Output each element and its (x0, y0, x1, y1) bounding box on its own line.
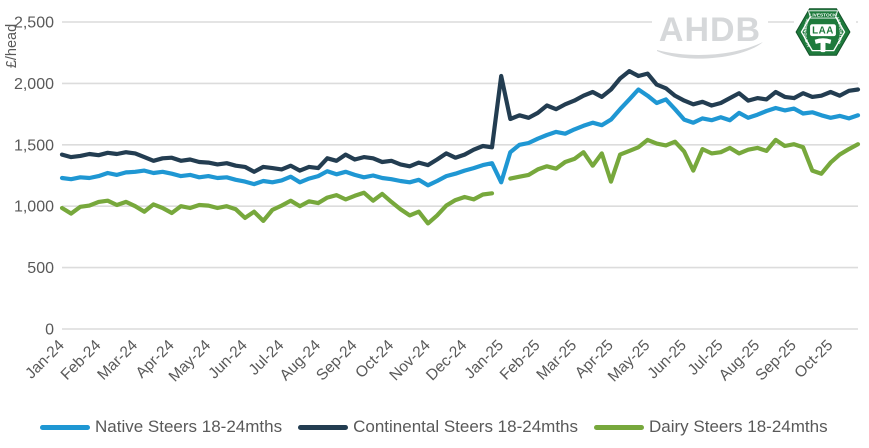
x-axis-tick-label: Oct-25 (791, 337, 836, 382)
x-axis-tick-label: Mar-24 (94, 337, 141, 384)
laa-right-curved-textpath: ASSOCIATION (835, 16, 844, 45)
laa-left-curved-text: AUCTIONEERS (802, 17, 811, 48)
y-axis-tick-label: 1,500 (14, 137, 54, 154)
series-line-dairy-steers-18-24mths (59, 137, 861, 226)
ahdb-logo-graphic: AHDB (657, 11, 763, 59)
series-lines (59, 69, 861, 226)
y-axis-title: £/head (4, 24, 20, 68)
series-line-continental-steers-18-24mths (59, 69, 861, 174)
laa-logo: LIVESTOCK AUCTIONEERS ASSOCIATION LAA (794, 2, 856, 64)
x-axis-tick-label: Jun-25 (644, 337, 690, 383)
legend-item-native-steers: Native Steers 18-24mths (40, 417, 282, 437)
x-axis-tick-label: Jun-24 (205, 337, 251, 383)
laa-logo-text: LAA (812, 26, 834, 37)
legend-label-continental-steers: Continental Steers 18-24mths (353, 417, 578, 436)
laa-gavel-handle-icon (820, 41, 826, 53)
legend-item-continental-steers: Continental Steers 18-24mths (298, 417, 578, 437)
x-axis-tick-label: Feb-24 (58, 337, 105, 384)
laa-logo-graphic: LIVESTOCK AUCTIONEERS ASSOCIATION LAA (795, 8, 851, 56)
legend: Native Steers 18-24mths Continental Stee… (0, 409, 869, 445)
ahdb-logo-text: AHDB (659, 11, 761, 49)
x-axis-tick-label: Feb-25 (497, 337, 544, 384)
laa-center-plate (810, 24, 836, 37)
legend-label-native-steers: Native Steers 18-24mths (95, 417, 283, 436)
legend-line-swatch-dairy-steers (594, 424, 644, 430)
legend-line-swatch-continental-steers (298, 424, 349, 430)
gridlines (62, 21, 858, 330)
y-axis-tick-label: 500 (27, 260, 54, 277)
laa-gavel-head-icon (814, 38, 832, 44)
laa-left-curved-textpath: AUCTIONEERS (802, 17, 811, 48)
legend-line-swatch-native-steers (40, 424, 90, 430)
x-axis-tick-label: May-25 (605, 337, 654, 386)
x-axis-tick-label: Sep-24 (313, 337, 361, 385)
ahdb-swoosh-icon (657, 42, 763, 59)
y-axis-tick-label: 0 (45, 322, 54, 339)
laa-banner-text: LIVESTOCK (809, 12, 837, 18)
ahdb-logo: AHDB (652, 6, 768, 62)
x-axis-tick-label: Sep-25 (752, 337, 799, 384)
x-axis-tick-label: May-24 (166, 337, 215, 386)
x-axis-tick-labels: Jan-24Feb-24Mar-24Apr-24May-24Jun-24Jul-… (22, 337, 836, 386)
y-axis-tick-labels: 0 500 1,000 1,500 2,000 2,500 (14, 15, 54, 339)
y-axis-tick-label: 1,000 (14, 199, 54, 216)
y-axis-tick-label: 2,000 (14, 76, 54, 93)
legend-label-dairy-steers: Dairy Steers 18-24mths (649, 417, 828, 436)
x-axis-tick-label: Mar-25 (533, 337, 580, 384)
y-axis-tick-label: 2,500 (14, 15, 54, 32)
laa-right-curved-text: ASSOCIATION (835, 16, 844, 45)
series-line-native-steers-18-24mths (59, 87, 861, 188)
laa-banner-ribbon (807, 10, 839, 19)
x-axis-tick-label: Dec-24 (423, 337, 471, 385)
legend-item-dairy-steers: Dairy Steers 18-24mths (594, 417, 828, 437)
